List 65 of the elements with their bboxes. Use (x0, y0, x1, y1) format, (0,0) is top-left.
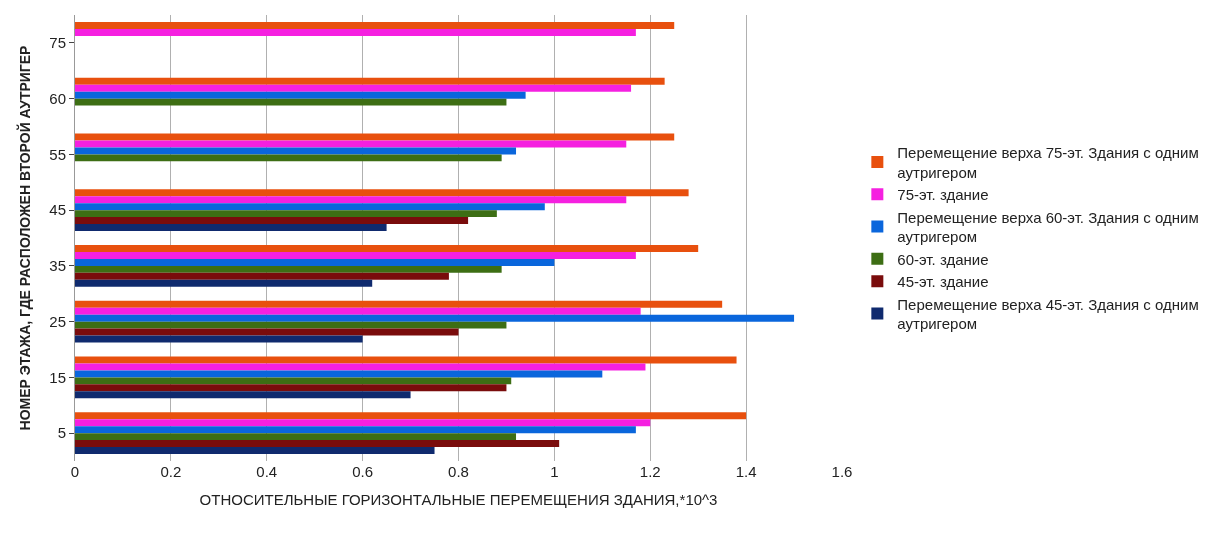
x-tick-label: 1.2 (639, 463, 661, 480)
x-tick-label: 1 (550, 463, 559, 480)
bar (75, 363, 646, 371)
x-tick-label: 0.4 (256, 463, 278, 480)
bar (75, 84, 632, 92)
x-tick-label: 0.8 (448, 463, 469, 480)
bar (75, 300, 723, 308)
bar (75, 384, 507, 392)
legend-label: Перемещение верха 60-эт. Здания с одним аутригером (897, 208, 1199, 246)
bar (75, 258, 555, 266)
bar (75, 196, 627, 204)
legend-label: Перемещение верха 45-эт. Здания с одним аутригером (897, 295, 1199, 333)
bar (75, 147, 517, 155)
bar (75, 21, 675, 29)
bar (75, 28, 636, 36)
legend-label: Перемещение верха 75-эт. Здания с одним аутригером (897, 144, 1199, 181)
bar (75, 314, 795, 322)
legend-label: 60-эт. здание (897, 250, 989, 268)
bar (75, 377, 512, 385)
bar (75, 419, 651, 427)
bar (75, 265, 502, 273)
bar (75, 335, 363, 343)
legend-label: 45-эт. здание (897, 273, 989, 291)
bar (75, 210, 497, 218)
bar (75, 77, 665, 85)
x-axis-title: ОТНОСИТЕЛЬНЫЕ ГОРИЗОНТАЛЬНЫЕ ПЕРЕМЕЩЕНИЯ ЗДАНИЯ,*10^3 (199, 491, 718, 508)
bar (75, 91, 526, 99)
bar (75, 98, 507, 106)
y-tick-label: 5 (57, 424, 66, 442)
bar (75, 433, 517, 441)
y-tick-label: 35 (49, 257, 66, 275)
bar (75, 189, 689, 197)
x-tick-label: 0.2 (160, 463, 182, 480)
bar (75, 140, 627, 148)
x-tick-label: 0.6 (352, 463, 374, 480)
x-tick-label: 0 (70, 463, 80, 480)
bar (75, 279, 373, 287)
y-tick-label: 75 (49, 34, 66, 52)
bar (75, 272, 449, 280)
bar (75, 154, 502, 162)
y-axis-title: НОМЕР ЭТАЖА, ГДЕ РАСПОЛОЖЕН ВТОРОЙ АУТРИГЕР (15, 45, 33, 431)
bar (75, 440, 560, 448)
x-tick-label: 1.6 (831, 463, 853, 480)
y-tick-label: 60 (49, 89, 66, 107)
bar (75, 251, 636, 259)
bar (75, 426, 636, 434)
bar (75, 391, 411, 399)
y-tick-label: 45 (49, 201, 66, 219)
y-tick-label: 25 (49, 312, 66, 330)
bar (75, 224, 387, 232)
bar (75, 412, 747, 420)
y-tick-label: 15 (49, 368, 66, 386)
bar (75, 217, 469, 225)
x-tick-label: 1.4 (735, 463, 757, 480)
bar (75, 328, 459, 336)
bar (75, 370, 603, 378)
bar (75, 133, 675, 141)
y-tick-label: 55 (49, 145, 66, 163)
bar (75, 356, 737, 364)
legend-label: 75-эт. здание (897, 186, 989, 204)
bar (75, 321, 507, 329)
bar (75, 244, 699, 252)
bar (75, 307, 641, 315)
bar (75, 203, 545, 211)
bar (75, 447, 435, 455)
